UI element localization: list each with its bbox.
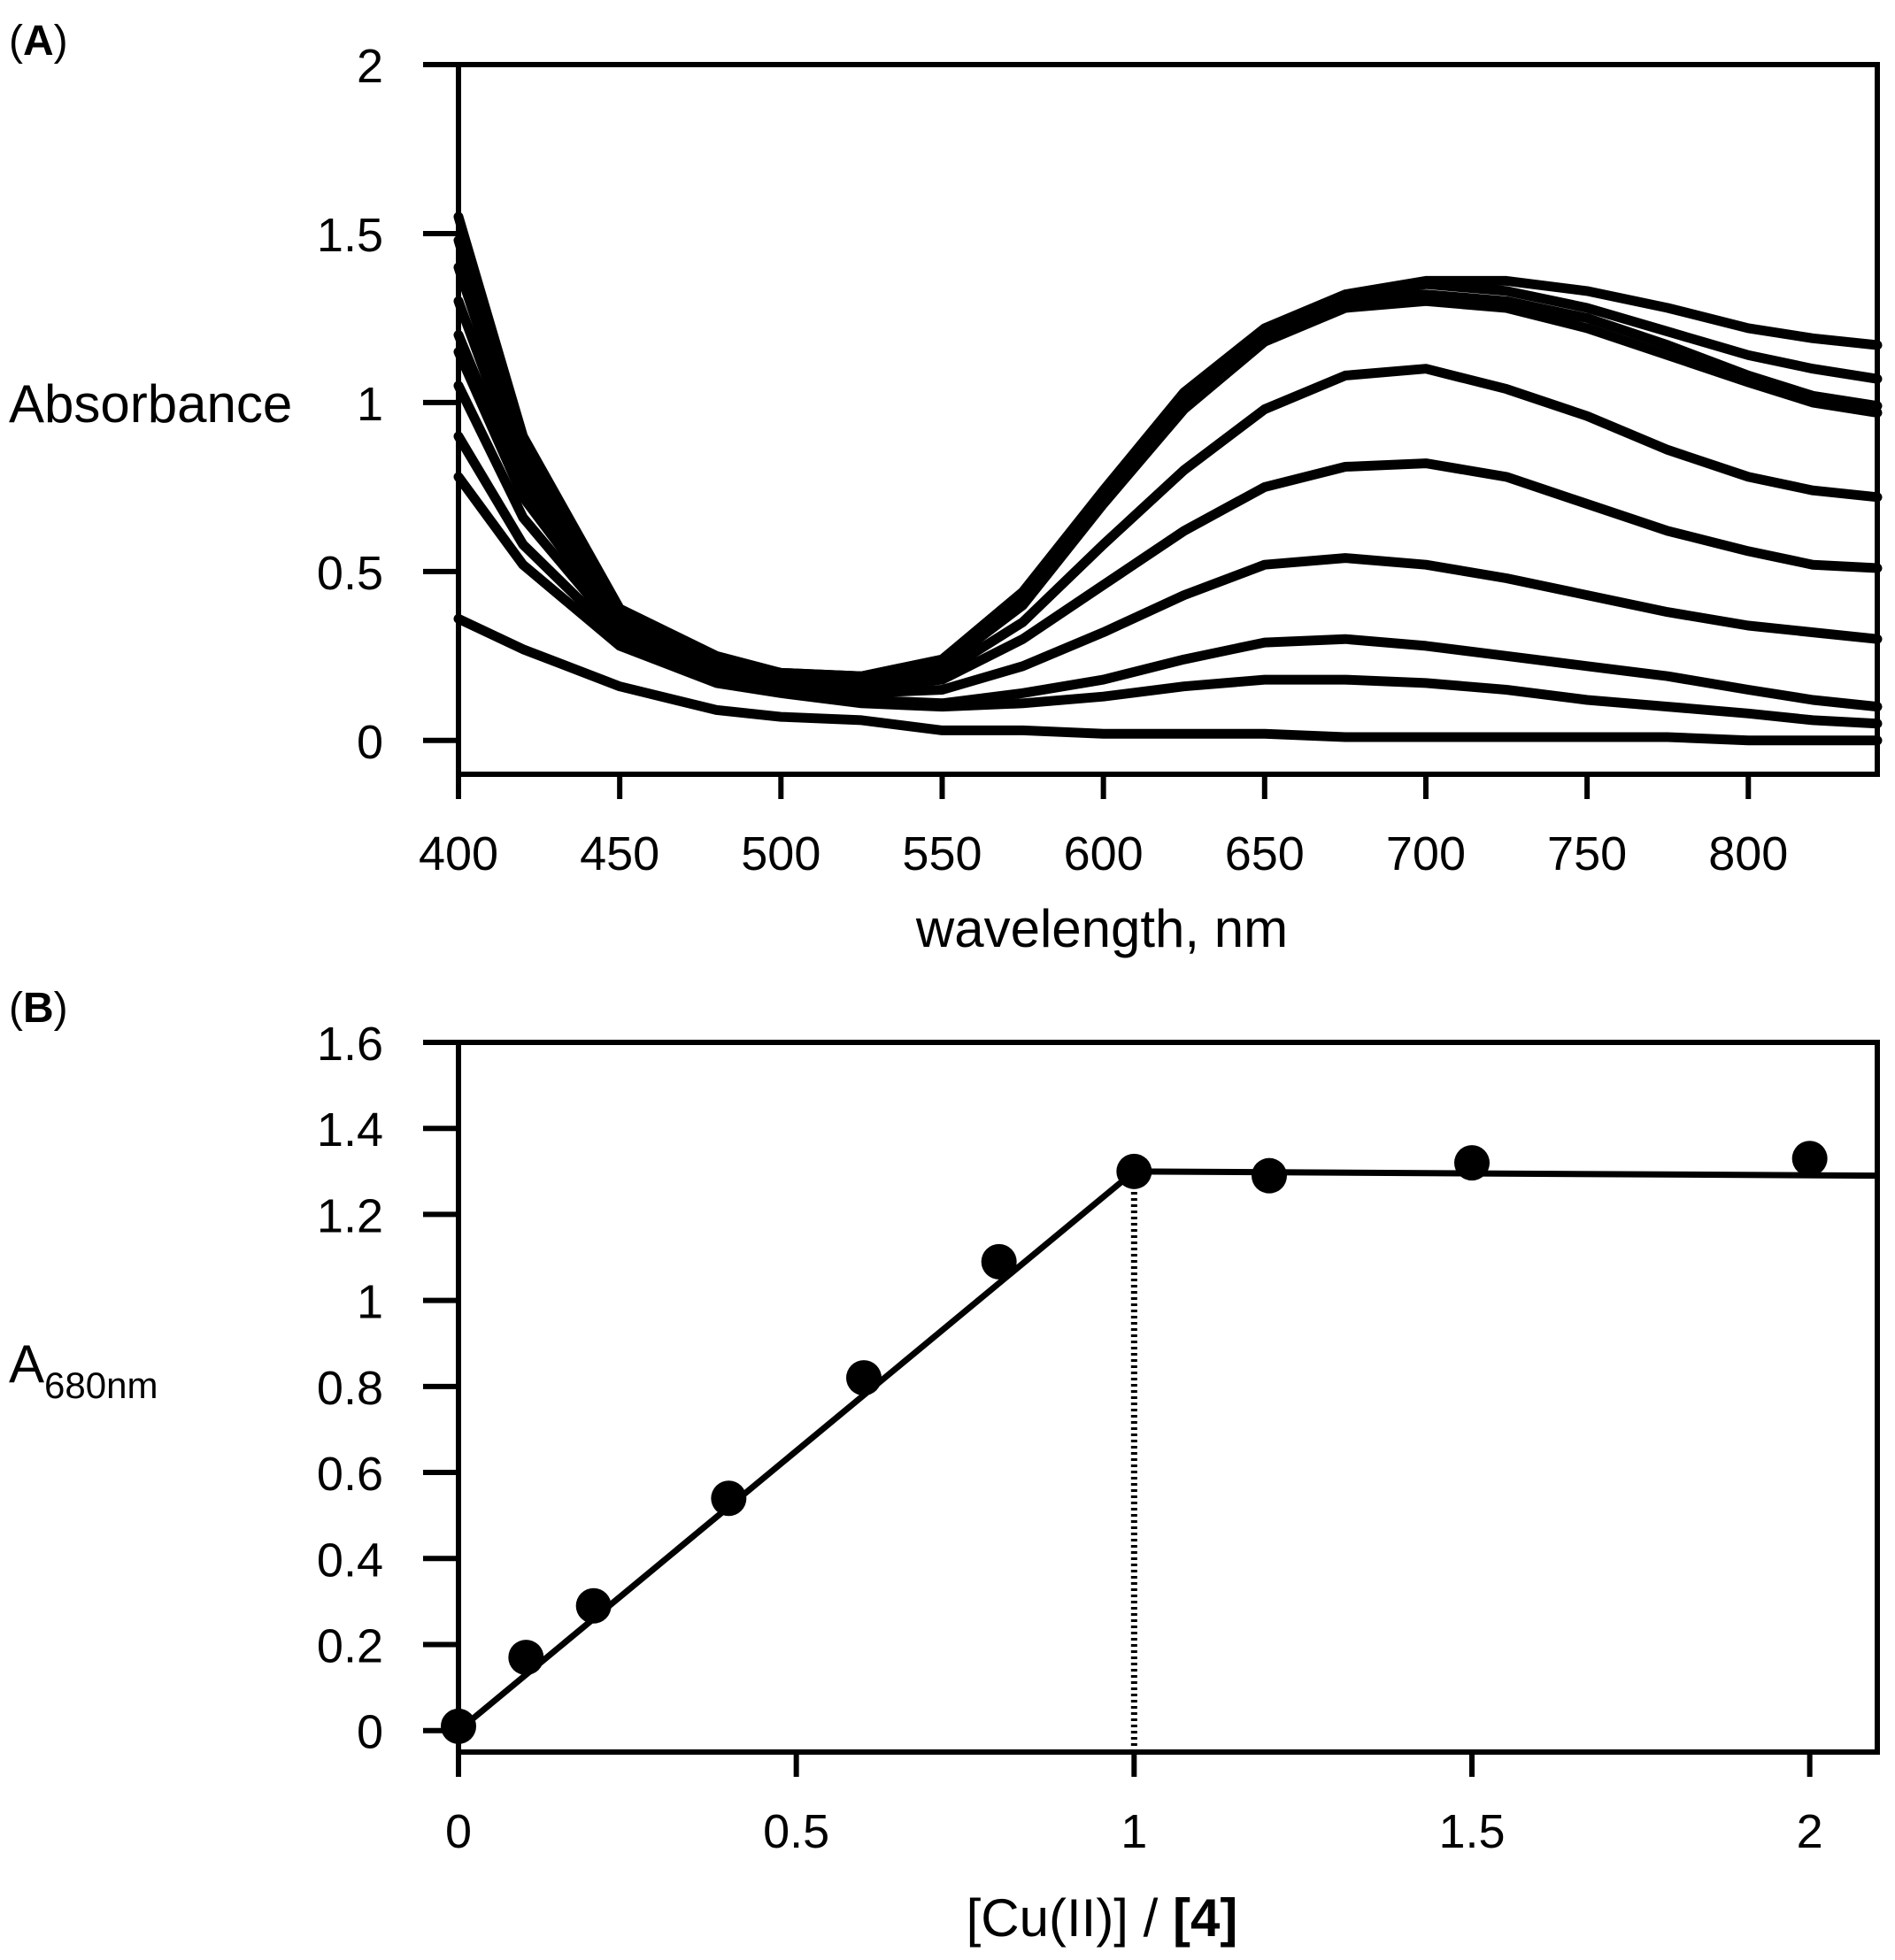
chart-a-frame <box>456 62 1880 777</box>
chart-a-series-line-0 <box>453 613 1883 746</box>
chart-b-point <box>1791 1141 1828 1177</box>
chart-b-ytick-label: 0.6 <box>317 1448 383 1501</box>
chart-a-ylabel: Absorbance <box>9 374 292 434</box>
chart-b-point <box>981 1243 1017 1280</box>
chart-a-ytick-label: 1 <box>357 378 383 431</box>
chart-b-point <box>1454 1145 1490 1181</box>
chart-b-ytick-label: 1.4 <box>317 1103 383 1157</box>
chart-a-ytick-label: 0.5 <box>317 547 383 600</box>
chart-a-xtick-label: 650 <box>1225 827 1305 880</box>
chart-a-series-line-9 <box>453 211 1883 681</box>
chart-b-point <box>1252 1157 1287 1194</box>
chart-b-ytick-label: 0 <box>357 1706 383 1759</box>
chart-a-xtick-label: 550 <box>902 827 982 880</box>
chart-b-xtick-label: 1 <box>1121 1805 1147 1858</box>
chart-a-ticks: 400 450 500 550 600 650 700 750 800 0 0.5 1 1.5 2 <box>317 40 1788 880</box>
chart-b-ytick-label: 1.6 <box>317 1018 383 1071</box>
chart-b-point <box>1116 1153 1152 1189</box>
chart-b-ytick-label: 1.2 <box>317 1189 383 1242</box>
panel-b-label: (B) <box>9 985 68 1032</box>
chart-b-fit-line-1 <box>1134 1168 1878 1180</box>
chart-a-series-group <box>453 211 1883 746</box>
chart-b: 0 0.5 1 1.5 200.20.40.60.811.21.41.6 A680nm … <box>9 1018 1880 1948</box>
chart-a-xtick-label: 800 <box>1708 827 1788 880</box>
chart-b-points <box>441 1141 1828 1744</box>
chart-b-xtick-label: 1.5 <box>1438 1805 1505 1858</box>
panel-a-label: (A) <box>9 18 68 65</box>
chart-b-ytick-label: 0.8 <box>317 1362 383 1415</box>
chart-b-frame <box>456 1040 1880 1755</box>
chart-b-ytick-label: 1 <box>357 1276 383 1329</box>
chart-a-ytick-label: 1.5 <box>317 209 383 262</box>
chart-a-series-line-3 <box>453 380 1883 698</box>
chart-a-xtick-label: 750 <box>1547 827 1627 880</box>
chart-a-xlabel: wavelength, nm <box>915 899 1288 958</box>
chart-b-point <box>846 1360 882 1396</box>
chart-a-series-line-2 <box>453 431 1883 712</box>
chart-a-ytick-label: 2 <box>357 40 383 93</box>
chart-b-ytick-label: 0.4 <box>317 1533 383 1587</box>
chart-b-ticks: 0 0.5 1 1.5 2 0 0.2 0.4 0.6 0.8 1 1.2 1.4 1.6 <box>317 1018 1823 1858</box>
chart-a: 400 450 500 550 600 650 700 750 800 0 0.5 1 1.5 2 Abs… <box>9 40 1883 958</box>
chart-b-xtick-label: 0.5 <box>763 1805 829 1858</box>
chart-b-point <box>508 1640 544 1676</box>
chart-b-ytick-label: 0.2 <box>317 1619 383 1672</box>
chart-b-ylabel: A680nm <box>9 1334 158 1406</box>
chart-a-xtick-label: 450 <box>580 827 659 880</box>
chart-a-xtick-label: 600 <box>1064 827 1144 880</box>
chart-b-xtick-label: 2 <box>1797 1805 1823 1858</box>
chart-b-xtick-label: 0 <box>445 1805 472 1858</box>
chart-b-xlabel: [Cu(II)] / [4] <box>967 1888 1238 1948</box>
chart-b-point <box>575 1587 612 1624</box>
chart-b-point <box>711 1480 747 1517</box>
chart-b-fit-lines <box>456 1168 1878 1752</box>
chart-a-xtick-label: 400 <box>419 827 498 880</box>
chart-a-ytick-label: 0 <box>357 716 383 769</box>
chart-a-xtick-label: 500 <box>741 827 820 880</box>
chart-b-fit-line-0 <box>456 1169 1136 1733</box>
chart-b-point <box>441 1708 476 1744</box>
chart-a-xtick-label: 700 <box>1386 827 1466 880</box>
